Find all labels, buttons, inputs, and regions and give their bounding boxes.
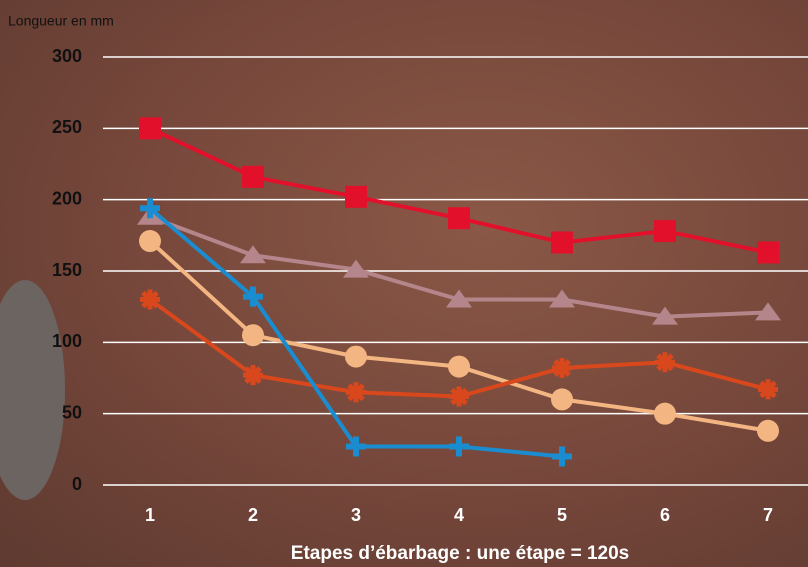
y-tick-label: 200	[52, 188, 82, 208]
marker	[755, 302, 781, 321]
marker	[140, 198, 160, 219]
marker	[139, 230, 161, 253]
y-tick-label: 150	[52, 260, 82, 280]
y-tick-label: 250	[52, 117, 82, 137]
marker	[757, 419, 779, 442]
marker	[343, 259, 369, 278]
marker	[552, 358, 572, 379]
marker	[448, 207, 470, 230]
series-line	[148, 206, 563, 459]
marker	[549, 289, 575, 308]
x-tick-label: 2	[248, 505, 258, 525]
marker	[448, 355, 470, 378]
x-axis-label: Etapes d’ébarbage : une étape = 120s	[291, 543, 629, 564]
y-tick-label: 300	[52, 46, 82, 66]
marker	[655, 352, 675, 373]
marker	[757, 241, 779, 264]
marker	[243, 286, 263, 307]
marker	[242, 324, 264, 347]
marker	[345, 185, 367, 208]
background-tool	[0, 280, 65, 500]
marker	[242, 165, 264, 188]
marker	[446, 289, 472, 308]
marker	[345, 345, 367, 368]
x-tick-label: 3	[351, 505, 361, 525]
marker	[449, 386, 469, 407]
marker	[139, 117, 161, 140]
marker	[346, 436, 366, 457]
y-tick-label: 50	[62, 402, 82, 422]
marker	[449, 436, 469, 457]
marker	[552, 446, 572, 467]
marker	[240, 245, 266, 264]
marker	[243, 365, 263, 386]
y-tick-label: 0	[72, 474, 82, 494]
x-tick-label: 6	[660, 505, 670, 525]
x-tick-label: 4	[454, 505, 464, 525]
marker	[654, 402, 676, 425]
marker	[551, 231, 573, 254]
x-tick-label: 7	[763, 505, 773, 525]
series-line	[148, 297, 769, 399]
marker	[758, 379, 778, 400]
marker	[140, 289, 160, 310]
marker	[652, 306, 678, 325]
marker	[551, 388, 573, 411]
x-tick-label: 1	[145, 505, 155, 525]
marker	[654, 220, 676, 243]
y-tick-label: 100	[52, 331, 82, 351]
y-axis-label: Longueur en mm	[8, 13, 114, 29]
marker	[346, 382, 366, 403]
x-tick-label: 5	[557, 505, 567, 525]
